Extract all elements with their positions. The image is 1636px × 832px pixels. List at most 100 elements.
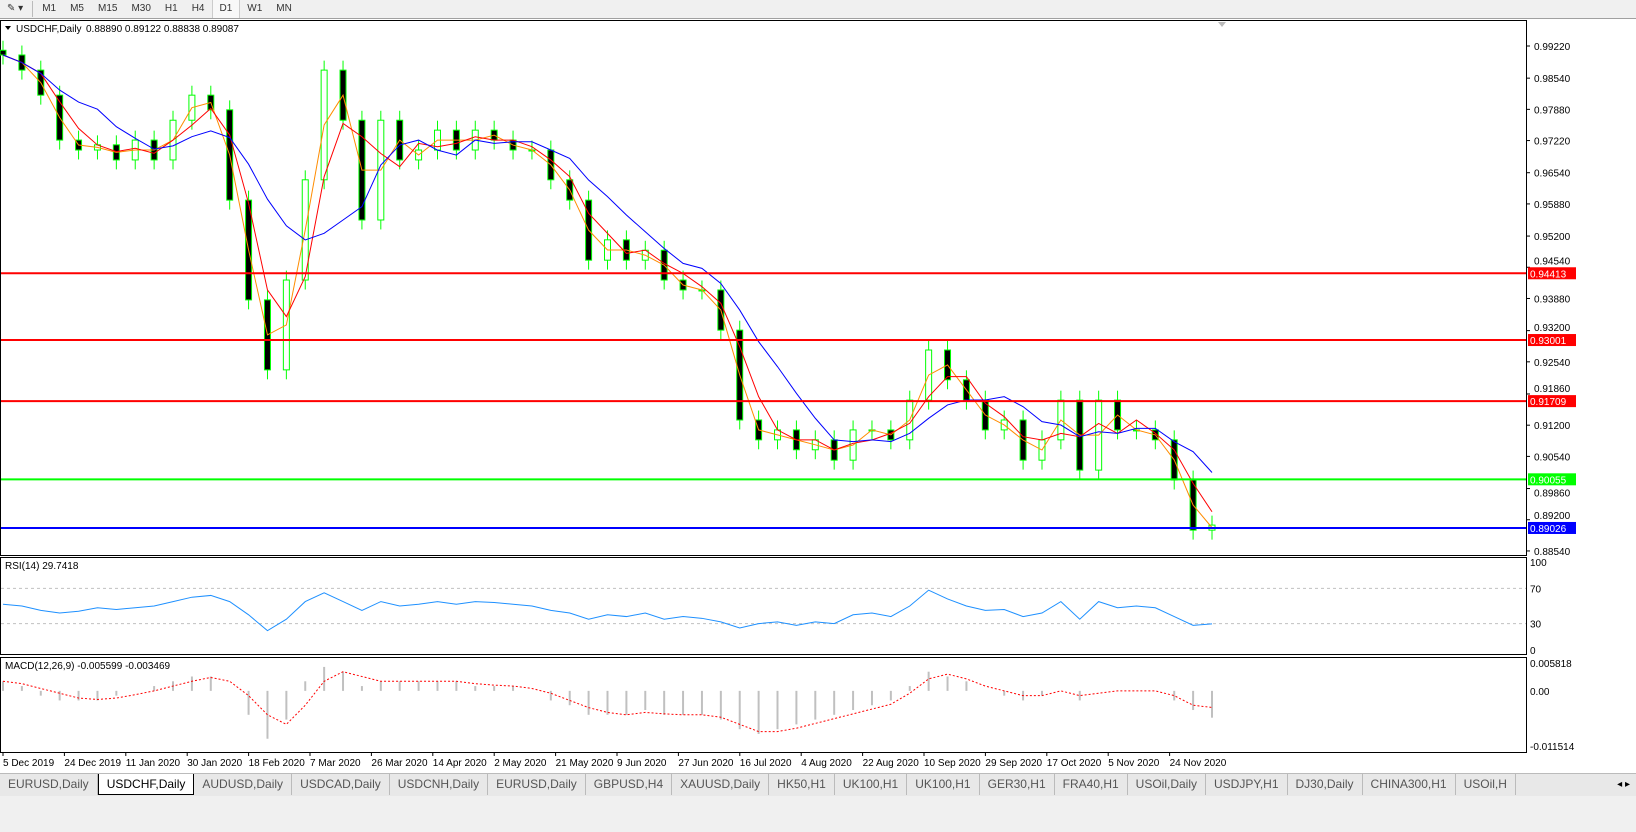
chart-tab[interactable]: USDCAD,Daily	[292, 774, 390, 795]
date-tick-label: 17 Oct 2020	[1047, 758, 1102, 769]
date-tick-label: 24 Dec 2019	[64, 758, 121, 769]
chart-ohlc-values: 0.88890 0.89122 0.88838 0.89087	[86, 24, 239, 35]
chart-tab[interactable]: UK100,H1	[835, 774, 908, 795]
chart-tab[interactable]: USDCHF,Daily	[97, 774, 195, 795]
ma-mid-line	[2, 54, 1213, 513]
timeframe-m5[interactable]: M5	[70, 3, 84, 14]
macd-tick-label: 0.00	[1530, 687, 1550, 698]
price-tick-label: 0.92540	[1534, 358, 1571, 369]
date-tick-label: 21 May 2020	[556, 758, 614, 769]
price-tick-label: 0.98540	[1534, 74, 1571, 85]
toolbar-separator	[32, 1, 34, 17]
chart-tab[interactable]: GBPUSD,H4	[586, 774, 673, 795]
date-tick-label: 18 Feb 2020	[249, 758, 306, 769]
price-tick-label: 0.89200	[1534, 511, 1571, 522]
price-tick-label: 0.91860	[1534, 384, 1571, 395]
price-tick-label: 0.99220	[1534, 42, 1571, 53]
rsi-panel	[0, 557, 1527, 655]
horizontal-line-price-label: 0.93001	[1530, 336, 1567, 347]
status-area	[0, 796, 1636, 832]
tab-scroll-arrows-icon[interactable]: ◂ ▸	[1617, 779, 1630, 790]
chart-tab[interactable]: USOil,H	[1456, 774, 1516, 795]
macd-tick-label: -0.011514	[1530, 742, 1575, 753]
price-tick-label: 0.95880	[1534, 200, 1571, 211]
date-tick-label: 22 Aug 2020	[863, 758, 920, 769]
chart-canvas[interactable]: 0.99220 0.98540 0.97880 0.97220 0.96540 0.958…	[0, 19, 1636, 773]
chart-tab[interactable]: CHINA300,H1	[1363, 774, 1456, 795]
macd-tick-label: 0.005818	[1530, 659, 1572, 670]
price-tick-label: 0.89860	[1534, 488, 1571, 499]
horizontal-line-price-label: 0.91709	[1530, 397, 1567, 408]
timeframe-buttons: M1 M5 M15 M30 H1 H4 D1 W1 MN	[35, 0, 299, 18]
drawing-tools-dropdown[interactable]: ✎ ▾	[7, 3, 24, 14]
rsi-tick-label: 0	[1530, 646, 1536, 657]
ma-slow-line	[2, 54, 1213, 473]
price-label-bg	[1528, 334, 1576, 347]
chart-tab[interactable]: HK50,H1	[769, 774, 835, 795]
date-tick-label: 26 Mar 2020	[371, 758, 428, 769]
date-tick-label: 24 Nov 2020	[1170, 758, 1227, 769]
date-tick-label: 7 Mar 2020	[310, 758, 361, 769]
date-tick-label: 10 Sep 2020	[924, 758, 981, 769]
price-tick-label: 0.93880	[1534, 294, 1571, 305]
macd-panel	[0, 657, 1527, 753]
date-tick-label: 5 Nov 2020	[1108, 758, 1160, 769]
timeframe-m15[interactable]: M15	[98, 3, 118, 14]
price-tick-label: 0.90540	[1534, 452, 1571, 463]
chart-tab[interactable]: USDCNH,Daily	[390, 774, 489, 795]
price-tick-label: 0.96540	[1534, 169, 1571, 180]
timeframe-mn[interactable]: MN	[276, 3, 292, 14]
rsi-line	[2, 589, 1213, 632]
price-tick-label: 0.97220	[1534, 137, 1571, 148]
timeframe-m30[interactable]: M30	[131, 3, 151, 14]
price-label-bg	[1528, 395, 1576, 408]
timeframe-h1[interactable]: H1	[164, 3, 178, 14]
price-label-bg	[1528, 473, 1576, 486]
chart-symbol-label: USDCHF,Daily	[16, 24, 82, 35]
rsi-tick-label: 70	[1530, 584, 1542, 595]
price-tick-label: 0.93200	[1534, 323, 1571, 334]
candle-body	[0, 49, 7, 56]
date-tick-label: 14 Apr 2020	[433, 758, 487, 769]
date-tick-label: 11 Jan 2020	[126, 758, 181, 769]
chart-tabs: EURUSD,Daily USDCHF,Daily AUDUSD,Daily USDC…	[0, 773, 1636, 796]
chart-tab[interactable]: AUDUSD,Daily	[194, 774, 293, 795]
date-tick-label: 5 Dec 2019	[3, 758, 55, 769]
macd-title: MACD(12,26,9) -0.005599 -0.003469	[5, 661, 171, 672]
macd-signal-line	[2, 671, 1213, 733]
chart-tab[interactable]: UK100,H1	[907, 774, 980, 795]
timeframe-w1[interactable]: W1	[247, 3, 263, 14]
price-tick-label: 0.91200	[1534, 421, 1571, 432]
date-tick-label: 16 Jul 2020	[740, 758, 792, 769]
timeframe-d1[interactable]: D1	[211, 0, 241, 18]
rsi-tick-label: 100	[1530, 558, 1547, 569]
rsi-title: RSI(14) 29.7418	[5, 561, 79, 572]
horizontal-line-price-label: 0.89026	[1530, 524, 1567, 535]
price-label-bg	[1528, 267, 1576, 280]
date-tick-label: 27 Jun 2020	[678, 758, 733, 769]
chart-tab[interactable]: FRA40,H1	[1055, 774, 1128, 795]
chart-window[interactable]: 0.99220 0.98540 0.97880 0.97220 0.96540 0.958…	[0, 19, 1636, 773]
price-tick-label: 0.88540	[1534, 547, 1571, 558]
chart-tab[interactable]: EURUSD,Daily	[488, 774, 586, 795]
chart-tab[interactable]: USOil,Daily	[1128, 774, 1207, 795]
price-label-bg	[1528, 521, 1576, 534]
date-tick-label: 2 May 2020	[494, 758, 547, 769]
timeframe-h4[interactable]: H4	[191, 3, 205, 14]
price-tick-label: 0.95200	[1534, 232, 1571, 243]
date-tick-label: 9 Jun 2020	[617, 758, 667, 769]
chart-tab[interactable]: USDJPY,H1	[1206, 774, 1288, 795]
chart-shift-marker-icon	[1218, 22, 1226, 27]
ma-fast-line	[2, 54, 1213, 528]
main-panel	[0, 20, 1527, 556]
chart-tab[interactable]: DJ30,Daily	[1288, 774, 1363, 795]
timeframe-m1[interactable]: M1	[42, 3, 57, 14]
timeframe-toolbar: ✎ ▾ M1 M5 M15 M30 H1 H4 D1 W1 MN	[0, 0, 1636, 19]
date-tick-label: 4 Aug 2020	[801, 758, 852, 769]
dropdown-triangle-icon	[5, 26, 11, 30]
horizontal-line-price-label: 0.90055	[1530, 475, 1567, 486]
chart-tab[interactable]: EURUSD,Daily	[0, 774, 98, 795]
price-tick-label: 0.94540	[1534, 256, 1571, 267]
chart-tab[interactable]: GER30,H1	[980, 774, 1055, 795]
chart-tab[interactable]: XAUUSD,Daily	[672, 774, 770, 795]
